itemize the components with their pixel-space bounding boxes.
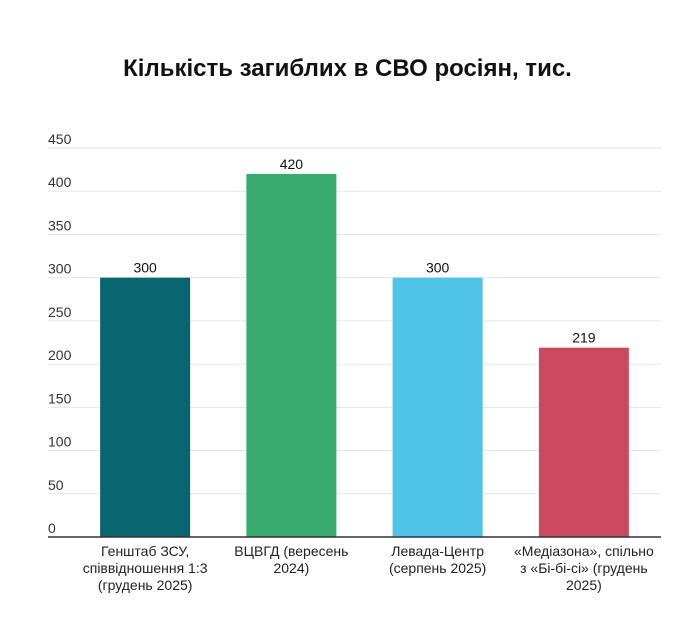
bar xyxy=(246,173,337,537)
y-tick-label: 450 xyxy=(48,131,72,147)
y-tick-label: 400 xyxy=(48,174,72,190)
y-axis-ticks: 0 50 100 150 200 250 300 350 400 450 xyxy=(48,131,72,536)
y-tick-label: 50 xyxy=(48,477,64,493)
x-category-label: Левада-Центр (серпень 2025) xyxy=(388,543,487,576)
data-labels: 300 420 300 219 xyxy=(133,156,595,346)
y-tick-label: 300 xyxy=(48,261,72,277)
x-category-label: ВЦВГД (вересень 2024) xyxy=(234,543,349,576)
bar xyxy=(538,347,629,537)
bar-value-label: 300 xyxy=(133,260,157,276)
y-tick-label: 150 xyxy=(48,390,72,406)
bar xyxy=(100,277,191,537)
bar xyxy=(392,277,483,537)
bar-value-label: 219 xyxy=(572,330,596,346)
bar-value-label: 420 xyxy=(280,156,304,172)
bars xyxy=(100,173,629,537)
y-tick-label: 250 xyxy=(48,304,72,320)
y-tick-label: 200 xyxy=(48,347,72,363)
x-category-label: «Медіазона», спільно з «Бі-бі-сі» (груде… xyxy=(513,543,654,593)
y-tick-label: 350 xyxy=(48,217,72,233)
chart-title: Кількість загиблих в СВО росіян, тис. xyxy=(123,55,572,82)
y-tick-label: 100 xyxy=(48,434,72,450)
x-category-label: Генштаб ЗСУ, співвідношення 1:3 (грудень… xyxy=(82,543,208,593)
y-tick-label: 0 xyxy=(48,520,56,536)
bar-value-label: 300 xyxy=(426,260,450,276)
